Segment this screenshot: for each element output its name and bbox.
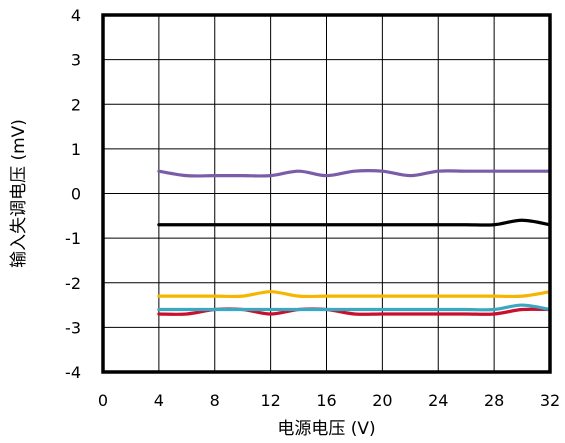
x-tick-labels: 0 4 8 12 16 20 24 28 32 bbox=[98, 391, 560, 410]
grid bbox=[102, 14, 551, 373]
x-tick-label: 32 bbox=[540, 391, 560, 410]
y-tick-label: 1 bbox=[71, 140, 81, 159]
x-tick-label: 16 bbox=[316, 391, 336, 410]
y-axis-title: 输入失调电压 (mV) bbox=[9, 119, 29, 268]
series-line-5 bbox=[157, 303, 552, 312]
y-tick-label: 0 bbox=[71, 185, 81, 204]
y-tick-label: -4 bbox=[65, 363, 81, 382]
y-tick-label: 2 bbox=[71, 95, 81, 114]
x-axis-title: 电源电压 (V) bbox=[277, 419, 375, 439]
x-tick-label: 12 bbox=[260, 391, 280, 410]
x-tick-label: 4 bbox=[154, 391, 164, 410]
x-tick-label: 20 bbox=[372, 391, 392, 410]
y-tick-labels: 4 3 2 1 0 -1 -2 -3 -4 bbox=[65, 6, 81, 382]
y-tick-label: -2 bbox=[65, 274, 81, 293]
x-tick-label: 24 bbox=[428, 391, 448, 410]
y-tick-label: 3 bbox=[71, 51, 81, 70]
y-tick-label: -3 bbox=[65, 318, 81, 337]
series-line-2 bbox=[157, 218, 552, 227]
x-tick-label: 8 bbox=[210, 391, 220, 410]
x-tick-label: 28 bbox=[484, 391, 504, 410]
plot-frame bbox=[101, 13, 552, 374]
x-tick-label: 0 bbox=[98, 391, 108, 410]
y-tick-label: -1 bbox=[65, 229, 81, 248]
series-line-3 bbox=[157, 290, 552, 299]
series-layer bbox=[157, 169, 552, 316]
y-tick-label: 4 bbox=[71, 6, 81, 25]
series-line-1 bbox=[157, 169, 552, 178]
